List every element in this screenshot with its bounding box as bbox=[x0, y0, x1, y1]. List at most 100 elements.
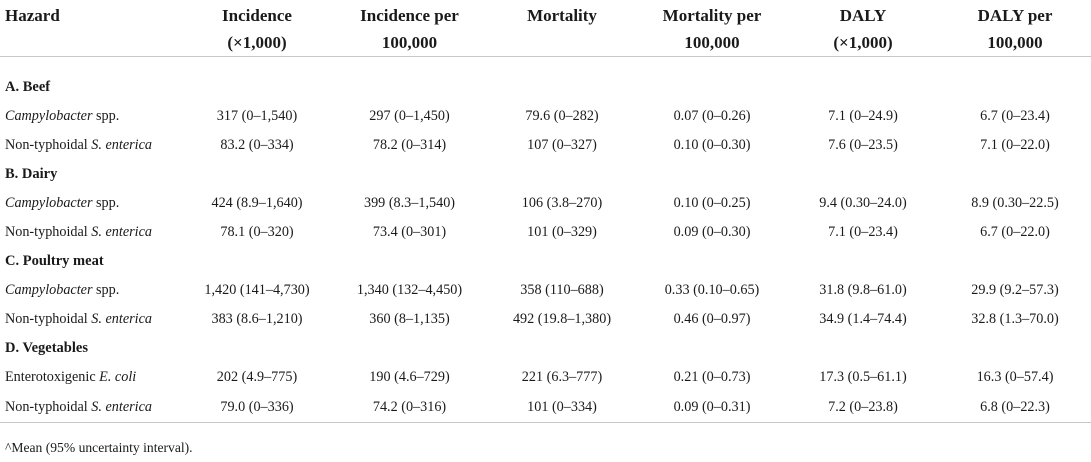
value-cell: 0.07 (0–0.26) bbox=[673, 108, 751, 124]
hazard-name-pre: Non-typhoidal bbox=[5, 398, 92, 415]
value-cell: 0.09 (0–0.31) bbox=[637, 392, 787, 423]
hazard-name-pre: Enterotoxigenic bbox=[5, 369, 100, 385]
value-cell: 0.10 (0–0.30) bbox=[673, 137, 751, 153]
spacer-row bbox=[0, 57, 1091, 74]
value-cell: 31.8 (9.8–61.0) bbox=[819, 282, 907, 298]
value-cell: 7.2 (0–23.8) bbox=[787, 392, 939, 423]
value-cell: 17.3 (0.5–61.1) bbox=[819, 369, 907, 385]
value-cell: 190 (4.6–729) bbox=[369, 369, 450, 385]
value-cell: 106 (3.8–270) bbox=[521, 195, 603, 211]
value-cell: 6.8 (0–22.3) bbox=[939, 392, 1091, 423]
header-daly-per-100000: DALY per 100,000 bbox=[939, 0, 1091, 57]
table-row: Campylobacter spp. 317 (0–1,540) 297 (0–1,… bbox=[0, 102, 1091, 131]
value-cell: 101 (0–329) bbox=[527, 224, 597, 240]
header-row: Hazard Incidence (×1,000) Incidence per 10… bbox=[0, 0, 1091, 57]
value-cell: 358 (110–688) bbox=[520, 282, 604, 298]
hazard-name-ital: Campylobacter bbox=[5, 195, 93, 211]
value-cell: 83.2 (0–334) bbox=[220, 137, 294, 153]
value-cell: 383 (8.6–1,210) bbox=[211, 311, 303, 327]
value-cell: 7.1 (0–22.0) bbox=[980, 137, 1050, 153]
hazard-cell: Non-typhoidal S. enterica bbox=[0, 392, 182, 423]
value-cell: 0.10 (0–0.25) bbox=[673, 195, 751, 211]
value-cell: 424 (8.9–1,640) bbox=[211, 195, 303, 211]
value-cell: 73.4 (0–301) bbox=[372, 224, 447, 240]
header-incidence: Incidence (×1,000) bbox=[182, 0, 332, 57]
value-cell: 16.3 (0–57.4) bbox=[976, 369, 1054, 385]
table-body: A. Beef Campylobacter spp. 317 (0–1,540) 29… bbox=[0, 57, 1091, 423]
value-cell: 0.46 (0–0.97) bbox=[673, 311, 751, 327]
section-header-row: B. Dairy bbox=[0, 160, 1091, 189]
value-cell: 1,420 (141–4,730) bbox=[204, 282, 310, 298]
hazard-name-ital: S. enterica bbox=[91, 398, 152, 415]
table-row: Campylobacter spp. 1,420 (141–4,730) 1,340… bbox=[0, 276, 1091, 305]
value-cell: 6.7 (0–22.0) bbox=[980, 224, 1050, 240]
value-cell: 9.4 (0.30–24.0) bbox=[819, 195, 907, 211]
hazard-name-ital: E. coli bbox=[99, 369, 137, 385]
section-title: C. Poultry meat bbox=[5, 253, 104, 269]
value-cell: 360 (8–1,135) bbox=[369, 311, 450, 327]
hazard-name-pre: Non-typhoidal bbox=[5, 137, 92, 153]
value-cell: 34.9 (1.4–74.4) bbox=[819, 311, 907, 327]
hazard-table: Hazard Incidence (×1,000) Incidence per 10… bbox=[0, 0, 1091, 423]
value-cell: 79.6 (0–282) bbox=[525, 108, 599, 124]
hazard-cell: Non-typhoidal S. enterica bbox=[0, 218, 182, 247]
hazard-cell: Non-typhoidal S. enterica bbox=[0, 305, 182, 334]
value-cell: 78.1 (0–320) bbox=[220, 224, 294, 240]
hazard-cell: Campylobacter spp. bbox=[0, 276, 182, 305]
header-mortality-per-100000: Mortality per 100,000 bbox=[637, 0, 787, 57]
value-cell: 221 (6.3–777) bbox=[521, 369, 603, 385]
hazard-cell: Enterotoxigenic E. coli bbox=[0, 363, 182, 392]
hazard-name-post: spp. bbox=[92, 108, 120, 124]
value-cell: 7.6 (0–23.5) bbox=[828, 137, 898, 153]
value-cell: 101 (0–334) bbox=[487, 392, 637, 423]
section-header-row: D. Vegetables bbox=[0, 334, 1091, 363]
hazard-name-pre: Non-typhoidal bbox=[5, 224, 92, 240]
hazard-cell: Campylobacter spp. bbox=[0, 102, 182, 131]
header-incidence-per-100000: Incidence per 100,000 bbox=[332, 0, 487, 57]
value-cell: 6.7 (0–23.4) bbox=[980, 108, 1050, 124]
value-cell: 74.2 (0–316) bbox=[332, 392, 487, 423]
table-row: Non-typhoidal S. enterica 79.0 (0–336) 74.… bbox=[0, 392, 1091, 423]
table-row: Enterotoxigenic E. coli 202 (4.9–775) 190 … bbox=[0, 363, 1091, 392]
hazard-name-post: spp. bbox=[92, 195, 120, 211]
value-cell: 297 (0–1,450) bbox=[369, 108, 450, 124]
hazard-name-ital: S. enterica bbox=[91, 224, 152, 240]
value-cell: 7.1 (0–24.9) bbox=[828, 108, 898, 124]
hazard-name-pre: Non-typhoidal bbox=[5, 311, 92, 327]
hazard-cell: Campylobacter spp. bbox=[0, 189, 182, 218]
table-row: Campylobacter spp. 424 (8.9–1,640) 399 (8.… bbox=[0, 189, 1091, 218]
value-cell: 29.9 (9.2–57.3) bbox=[971, 282, 1059, 298]
value-cell: 0.21 (0–0.73) bbox=[673, 369, 751, 385]
hazard-name-ital: S. enterica bbox=[91, 311, 152, 327]
hazard-name-ital: S. enterica bbox=[91, 137, 152, 153]
table-row: Non-typhoidal S. enterica 83.2 (0–334) 78.… bbox=[0, 131, 1091, 160]
hazard-name-post: spp. bbox=[92, 282, 120, 298]
value-cell: 107 (0–327) bbox=[527, 137, 597, 153]
value-cell: 492 (19.8–1,380) bbox=[512, 311, 612, 327]
value-cell: 0.33 (0.10–0.65) bbox=[664, 282, 760, 298]
section-title: D. Vegetables bbox=[5, 340, 88, 356]
hazard-name-ital: Campylobacter bbox=[5, 108, 93, 124]
footnote: ^Mean (95% uncertainty interval). bbox=[5, 440, 193, 455]
section-title: A. Beef bbox=[5, 79, 51, 95]
value-cell: 32.8 (1.3–70.0) bbox=[971, 311, 1059, 327]
header-mortality: Mortality bbox=[487, 0, 637, 57]
header-daly: DALY (×1,000) bbox=[787, 0, 939, 57]
value-cell: 78.2 (0–314) bbox=[372, 137, 447, 153]
table-row: Non-typhoidal S. enterica 383 (8.6–1,210)… bbox=[0, 305, 1091, 334]
section-header-row: C. Poultry meat bbox=[0, 247, 1091, 276]
section-header-row: A. Beef bbox=[0, 73, 1091, 102]
hazard-name-ital: Campylobacter bbox=[5, 282, 93, 298]
table-row: Non-typhoidal S. enterica 78.1 (0–320) 73.… bbox=[0, 218, 1091, 247]
value-cell: 8.9 (0.30–22.5) bbox=[971, 195, 1059, 211]
section-title: B. Dairy bbox=[5, 166, 58, 182]
hazard-cell: Non-typhoidal S. enterica bbox=[0, 131, 182, 160]
value-cell: 202 (4.9–775) bbox=[216, 369, 298, 385]
value-cell: 399 (8.3–1,540) bbox=[363, 195, 456, 211]
value-cell: 317 (0–1,540) bbox=[216, 108, 298, 124]
value-cell: 1,340 (132–4,450) bbox=[356, 282, 463, 298]
value-cell: 79.0 (0–336) bbox=[182, 392, 332, 423]
header-hazard: Hazard bbox=[0, 0, 182, 57]
value-cell: 7.1 (0–23.4) bbox=[828, 224, 898, 240]
